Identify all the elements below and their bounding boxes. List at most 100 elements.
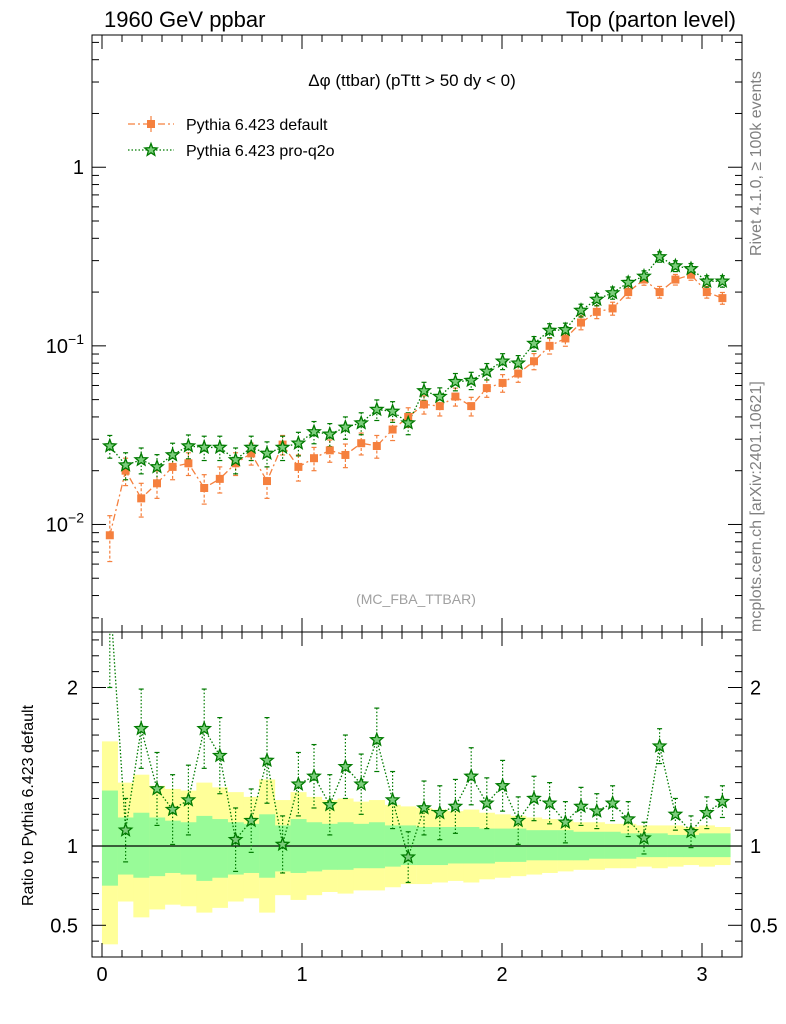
proq2o-point bbox=[604, 284, 621, 300]
default-point bbox=[671, 275, 680, 284]
proq2o-point bbox=[698, 272, 715, 288]
default-point bbox=[608, 304, 617, 313]
uncertainty-band-inner bbox=[714, 833, 731, 858]
ratio-point bbox=[416, 799, 432, 815]
legend-label-proq2o: Pythia 6.423 pro-q2o bbox=[186, 143, 335, 160]
ratio-y-tick-label: 2 bbox=[67, 677, 78, 699]
ratio-point bbox=[259, 752, 275, 768]
default-point bbox=[592, 307, 601, 316]
ratio-point bbox=[526, 790, 542, 806]
proq2o-point bbox=[447, 373, 464, 389]
x-tick-label: 0 bbox=[96, 964, 107, 986]
proq2o-point bbox=[651, 248, 668, 264]
ratio-point bbox=[698, 804, 715, 820]
ratio-point bbox=[368, 731, 385, 747]
uncertainty-band-inner bbox=[164, 820, 181, 873]
proq2o-point bbox=[526, 335, 542, 351]
y-tick-label: 1 bbox=[73, 157, 84, 179]
default-point bbox=[577, 318, 585, 327]
ratio-point bbox=[164, 801, 181, 817]
default-point bbox=[530, 357, 538, 366]
legend-entry-default: Pythia 6.423 default bbox=[128, 116, 328, 134]
default-point bbox=[310, 454, 318, 463]
default-point bbox=[372, 441, 381, 450]
legend-label-default: Pythia 6.423 default bbox=[186, 117, 328, 134]
proq2o-point bbox=[683, 260, 699, 276]
ratio-point bbox=[478, 794, 495, 810]
default-point bbox=[121, 466, 130, 475]
default-point bbox=[105, 531, 114, 540]
uncertainty-band-inner bbox=[526, 830, 543, 861]
default-point bbox=[687, 270, 695, 279]
proq2o-point bbox=[667, 257, 684, 273]
default-point bbox=[325, 446, 334, 455]
uncertainty-band-inner bbox=[321, 823, 338, 870]
ratio-point bbox=[573, 798, 589, 814]
ratio-y-tick-label-right: 1 bbox=[750, 836, 761, 858]
default-point bbox=[545, 341, 554, 350]
default-point bbox=[718, 294, 727, 303]
proq2o-point bbox=[353, 414, 370, 430]
ratio-point bbox=[447, 798, 464, 814]
ratio-point bbox=[557, 813, 574, 829]
ratio-point bbox=[541, 794, 558, 810]
uncertainty-band-inner bbox=[557, 830, 574, 861]
default-series-line bbox=[109, 274, 723, 536]
proq2o-point bbox=[227, 451, 244, 467]
ratio-point bbox=[714, 793, 731, 809]
proq2o-point bbox=[400, 414, 417, 430]
ratio-series-line bbox=[111, 632, 723, 860]
proq2o-point bbox=[243, 439, 260, 455]
uncertainty-band-inner bbox=[243, 823, 260, 873]
proq2o-point bbox=[494, 352, 511, 368]
x-tick-label: 3 bbox=[696, 964, 707, 986]
proq2o-point bbox=[588, 291, 605, 307]
ratio-point bbox=[510, 812, 527, 828]
process-header: Top (parton level) bbox=[566, 7, 736, 32]
proq2o-point bbox=[636, 267, 652, 284]
default-point bbox=[215, 474, 224, 483]
proq2o-point bbox=[259, 445, 275, 461]
default-point bbox=[294, 462, 303, 471]
proq2o-point bbox=[384, 402, 401, 419]
uncertainty-band-inner bbox=[196, 815, 213, 881]
ratio-panel-frame bbox=[91, 631, 743, 958]
uncertainty-band-inner bbox=[180, 822, 197, 875]
ratio-point bbox=[211, 747, 228, 763]
uncertainty-band-inner bbox=[133, 812, 150, 878]
uncertainty-band-inner bbox=[368, 822, 385, 869]
ratio-point bbox=[588, 802, 605, 818]
proq2o-point bbox=[431, 388, 448, 404]
proq2o-point bbox=[306, 423, 322, 439]
legend: Pythia 6.423 default Pythia 6.423 pro-q2… bbox=[128, 116, 335, 160]
energy-header: 1960 GeV ppbar bbox=[104, 7, 266, 32]
uncertainty-band-inner bbox=[636, 833, 653, 858]
default-point bbox=[247, 449, 256, 458]
proq2o-point bbox=[620, 274, 637, 290]
default-point bbox=[435, 402, 444, 411]
proq2o-point bbox=[101, 437, 118, 453]
ratio-point bbox=[400, 848, 417, 864]
uncertainty-band-inner bbox=[227, 822, 244, 875]
proq2o-point bbox=[557, 321, 574, 337]
proq2o-point bbox=[573, 302, 589, 318]
ratio-series-group bbox=[107, 632, 731, 884]
proq2o-point bbox=[416, 382, 432, 398]
ratio-y-tick-label-right: 0.5 bbox=[750, 915, 778, 937]
x-tick-label: 2 bbox=[496, 964, 507, 986]
proq2o-point bbox=[164, 446, 181, 462]
ratio-point bbox=[321, 796, 338, 812]
ratio-point bbox=[243, 812, 260, 828]
ratio-point bbox=[651, 737, 668, 753]
proq2o-point bbox=[196, 439, 213, 455]
ratio-point bbox=[463, 767, 480, 783]
default-point bbox=[624, 288, 633, 297]
uncertainty-band-inner bbox=[698, 833, 715, 858]
ratio-point bbox=[683, 823, 699, 839]
ratio-y-tick-label: 1 bbox=[67, 836, 78, 858]
default-point bbox=[420, 400, 428, 409]
main-panel: 1 10−1 10−2 bbox=[46, 34, 743, 633]
uncertainty-band-inner bbox=[510, 828, 527, 862]
proq2o-point bbox=[321, 425, 338, 441]
